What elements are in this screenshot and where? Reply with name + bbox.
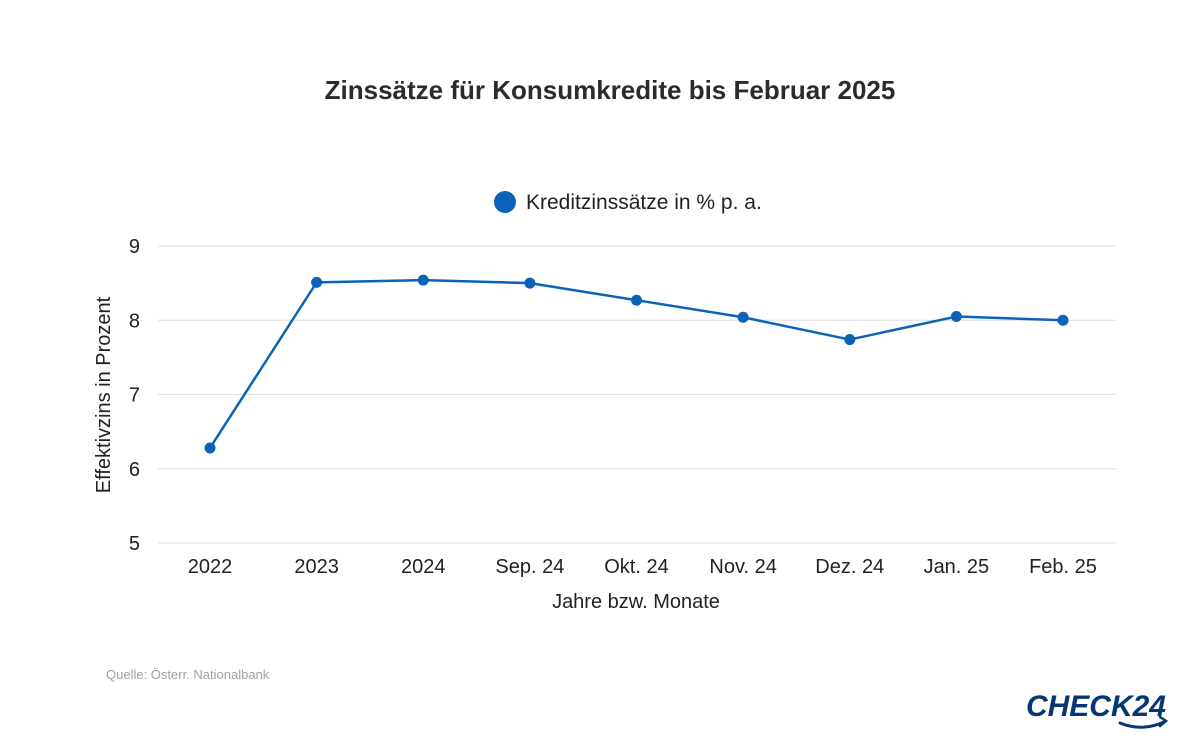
x-tick-label: Jan. 25 <box>924 556 990 578</box>
x-axis-ticks: 2022 2023 2024 Sep. 24 Okt. 24 Nov. 24 Dez. 24… <box>188 556 1097 578</box>
y-tick-label: 5 <box>129 533 140 555</box>
legend-label: Kreditzinssätze in % p. a. <box>526 191 762 214</box>
logo-text: CHECK24 <box>1026 690 1166 723</box>
y-tick-label: 7 <box>129 385 140 407</box>
y-tick-label: 8 <box>129 310 140 332</box>
series-kreditzinssaetze <box>204 274 1069 454</box>
y-tick-label: 9 <box>129 236 140 258</box>
data-point-2 <box>417 274 429 286</box>
data-point-5 <box>737 311 749 323</box>
y-tick-label: 6 <box>129 459 140 481</box>
data-point-6 <box>844 334 856 346</box>
legend-marker <box>494 191 516 213</box>
data-point-1 <box>311 276 323 288</box>
chart-title: Zinssätze für Konsumkredite bis Februar … <box>325 75 896 105</box>
data-point-8 <box>1057 314 1069 326</box>
x-tick-label: 2024 <box>401 556 446 578</box>
x-tick-label: 2022 <box>188 556 233 578</box>
data-point-4 <box>631 294 642 306</box>
x-axis-label: Jahre bzw. Monate <box>552 591 720 613</box>
x-tick-label: Nov. 24 <box>709 556 776 578</box>
x-tick-label: Sep. 24 <box>495 556 564 578</box>
x-tick-label: 2023 <box>294 556 339 578</box>
logo-arrow-icon <box>1158 715 1169 728</box>
gridlines <box>158 245 1116 544</box>
y-axis-label: Effektivzins in Prozent <box>93 296 115 493</box>
legend: Kreditzinssätze in % p. a. <box>494 191 762 214</box>
source-note: Quelle: Österr. Nationalbank <box>106 667 270 682</box>
x-tick-label: Feb. 25 <box>1029 556 1097 578</box>
data-point-3 <box>524 277 536 289</box>
data-point-0 <box>204 442 216 454</box>
data-point-7 <box>950 311 962 323</box>
x-tick-label: Okt. 24 <box>604 556 668 578</box>
logo-swoosh-icon <box>1118 720 1166 729</box>
check24-logo: CHECK24 <box>1026 690 1169 729</box>
x-tick-label: Dez. 24 <box>815 556 884 578</box>
y-axis-ticks: 5 6 7 8 9 <box>129 236 140 555</box>
